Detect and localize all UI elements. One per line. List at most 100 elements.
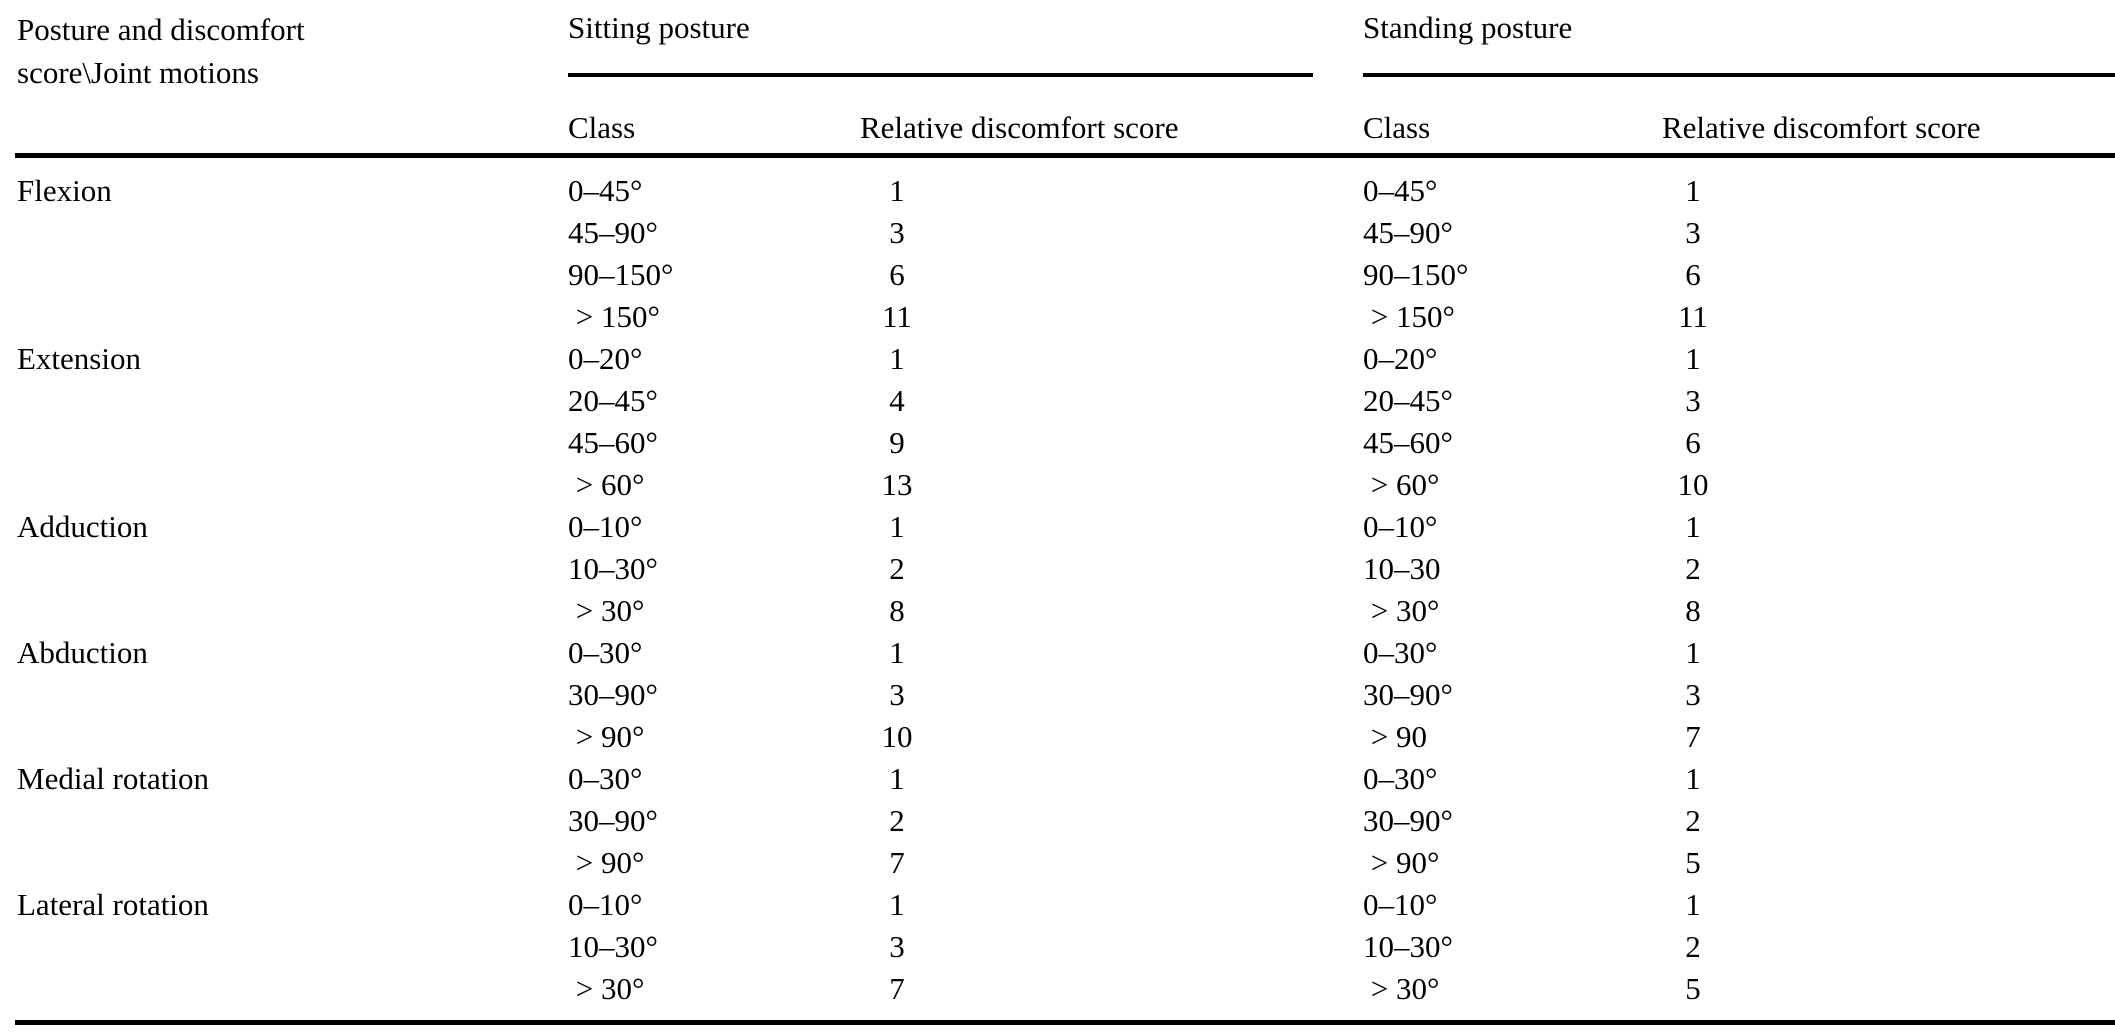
sitting-score-cell: 9 (889, 425, 905, 460)
sitting-score-cell: 11 (882, 299, 912, 334)
standing-class-cell: 30–90° (1363, 803, 1453, 838)
standing-score-cell: 1 (1685, 341, 1701, 376)
standing-class-cell: > 30° (1363, 971, 1440, 1006)
standing-score-cell: 3 (1685, 383, 1701, 418)
sitting-score-cell: 2 (889, 551, 905, 586)
standing-score-cell: 5 (1685, 845, 1701, 880)
sitting-score-cell: 10 (881, 719, 913, 754)
motion-cell: Abduction (17, 635, 148, 670)
sitting-class-cell: 10–30° (568, 551, 658, 586)
table-row: > 90° 10 > 90 7 (0, 716, 2115, 758)
standing-score-cell: 1 (1685, 887, 1701, 922)
standing-class-cell: 0–30° (1363, 635, 1438, 670)
table-row: 45–90° 3 45–90° 3 (0, 212, 2115, 254)
corner-header-line2: score\Joint motions (17, 55, 259, 90)
motion-cell: Medial rotation (17, 761, 209, 796)
standing-class-cell: 20–45° (1363, 383, 1453, 418)
sitting-class-cell: > 60° (568, 467, 645, 502)
table-row: Lateral rotation 0–10° 1 0–10° 1 (0, 884, 2115, 926)
standing-class-cell: 45–90° (1363, 215, 1453, 250)
sitting-class-cell: 20–45° (568, 383, 658, 418)
standing-class-cell: 10–30 (1363, 551, 1441, 586)
sitting-class-cell: > 90° (568, 719, 645, 754)
table-row: 30–90° 3 30–90° 3 (0, 674, 2115, 716)
table-row: 10–30° 2 10–30 2 (0, 548, 2115, 590)
sitting-spanner-rule (568, 73, 1313, 77)
corner-header: Posture and discomfort score\Joint motio… (17, 8, 305, 94)
sitting-class-cell: 0–30° (568, 635, 643, 670)
standing-score-cell: 2 (1685, 551, 1701, 586)
standing-score-cell: 1 (1685, 635, 1701, 670)
standing-score-cell: 7 (1685, 719, 1701, 754)
standing-class-cell: > 60° (1363, 467, 1440, 502)
table-row: 45–60° 9 45–60° 6 (0, 422, 2115, 464)
standing-class-cell: 30–90° (1363, 677, 1453, 712)
bottom-rule (15, 1020, 2115, 1025)
sitting-class-cell: > 90° (568, 845, 645, 880)
sitting-score-cell: 1 (889, 887, 905, 922)
sitting-class-cell: 0–10° (568, 887, 643, 922)
standing-score-cell: 5 (1685, 971, 1701, 1006)
table-row: > 150° 11 > 150° 11 (0, 296, 2115, 338)
motion-cell: Flexion (17, 173, 112, 208)
corner-header-line1: Posture and discomfort (17, 12, 305, 47)
standing-score-cell: 10 (1677, 467, 1709, 502)
standing-class-cell: 0–30° (1363, 761, 1438, 796)
table-row: Adduction 0–10° 1 0–10° 1 (0, 506, 2115, 548)
sitting-score-cell: 3 (889, 677, 905, 712)
motion-cell: Lateral rotation (17, 887, 209, 922)
sitting-score-cell: 1 (889, 341, 905, 376)
standing-score-cell: 2 (1685, 803, 1701, 838)
sitting-class-cell: 10–30° (568, 929, 658, 964)
standing-class-cell: 45–60° (1363, 425, 1453, 460)
table-row: > 30° 7 > 30° 5 (0, 968, 2115, 1010)
table-row: 10–30° 3 10–30° 2 (0, 926, 2115, 968)
standing-class-cell: > 30° (1363, 593, 1440, 628)
standing-score-cell: 3 (1685, 215, 1701, 250)
sitting-score-cell: 2 (889, 803, 905, 838)
table-row: 20–45° 4 20–45° 3 (0, 380, 2115, 422)
standing-score-cell: 1 (1685, 761, 1701, 796)
standing-class-cell: 10–30° (1363, 929, 1453, 964)
header-rule (15, 153, 2115, 158)
standing-class-cell: > 90 (1363, 719, 1427, 754)
table-body: Flexion 0–45° 1 0–45° 1 45–90° 3 45–90° 3 90–150°… (0, 170, 2115, 1010)
standing-class-cell: 0–10° (1363, 887, 1438, 922)
standing-score-cell: 6 (1685, 257, 1701, 292)
sitting-class-cell: 0–30° (568, 761, 643, 796)
sitting-score-cell: 1 (889, 761, 905, 796)
standing-posture-title: Standing posture (1363, 10, 1573, 45)
table-row: 90–150° 6 90–150° 6 (0, 254, 2115, 296)
standing-class-cell: 90–150° (1363, 257, 1469, 292)
standing-class-cell: > 90° (1363, 845, 1440, 880)
sitting-score-header: Relative discomfort score (860, 110, 1179, 145)
standing-class-cell: 0–10° (1363, 509, 1438, 544)
standing-spanner-rule (1363, 73, 2115, 77)
standing-score-cell: 8 (1685, 593, 1701, 628)
sitting-score-cell: 1 (889, 509, 905, 544)
sitting-score-cell: 3 (889, 215, 905, 250)
table-row: Abduction 0–30° 1 0–30° 1 (0, 632, 2115, 674)
sitting-score-cell: 3 (889, 929, 905, 964)
sitting-score-cell: 6 (889, 257, 905, 292)
sitting-score-cell: 13 (881, 467, 913, 502)
table-row: Extension 0–20° 1 0–20° 1 (0, 338, 2115, 380)
table-row: > 90° 7 > 90° 5 (0, 842, 2115, 884)
standing-class-header: Class (1363, 110, 1431, 145)
sitting-score-cell: 7 (889, 971, 905, 1006)
table-row: > 30° 8 > 30° 8 (0, 590, 2115, 632)
standing-score-cell: 1 (1685, 173, 1701, 208)
sitting-score-cell: 7 (889, 845, 905, 880)
standing-class-cell: 0–20° (1363, 341, 1438, 376)
sitting-class-cell: 45–90° (568, 215, 658, 250)
sitting-class-cell: 45–60° (568, 425, 658, 460)
sitting-class-cell: 30–90° (568, 677, 658, 712)
standing-score-header: Relative discomfort score (1662, 110, 1981, 145)
motion-cell: Extension (17, 341, 141, 376)
standing-score-cell: 2 (1685, 929, 1701, 964)
table-row: 30–90° 2 30–90° 2 (0, 800, 2115, 842)
standing-class-cell: > 150° (1363, 299, 1455, 334)
sitting-class-header: Class (568, 110, 636, 145)
standing-score-cell: 3 (1685, 677, 1701, 712)
